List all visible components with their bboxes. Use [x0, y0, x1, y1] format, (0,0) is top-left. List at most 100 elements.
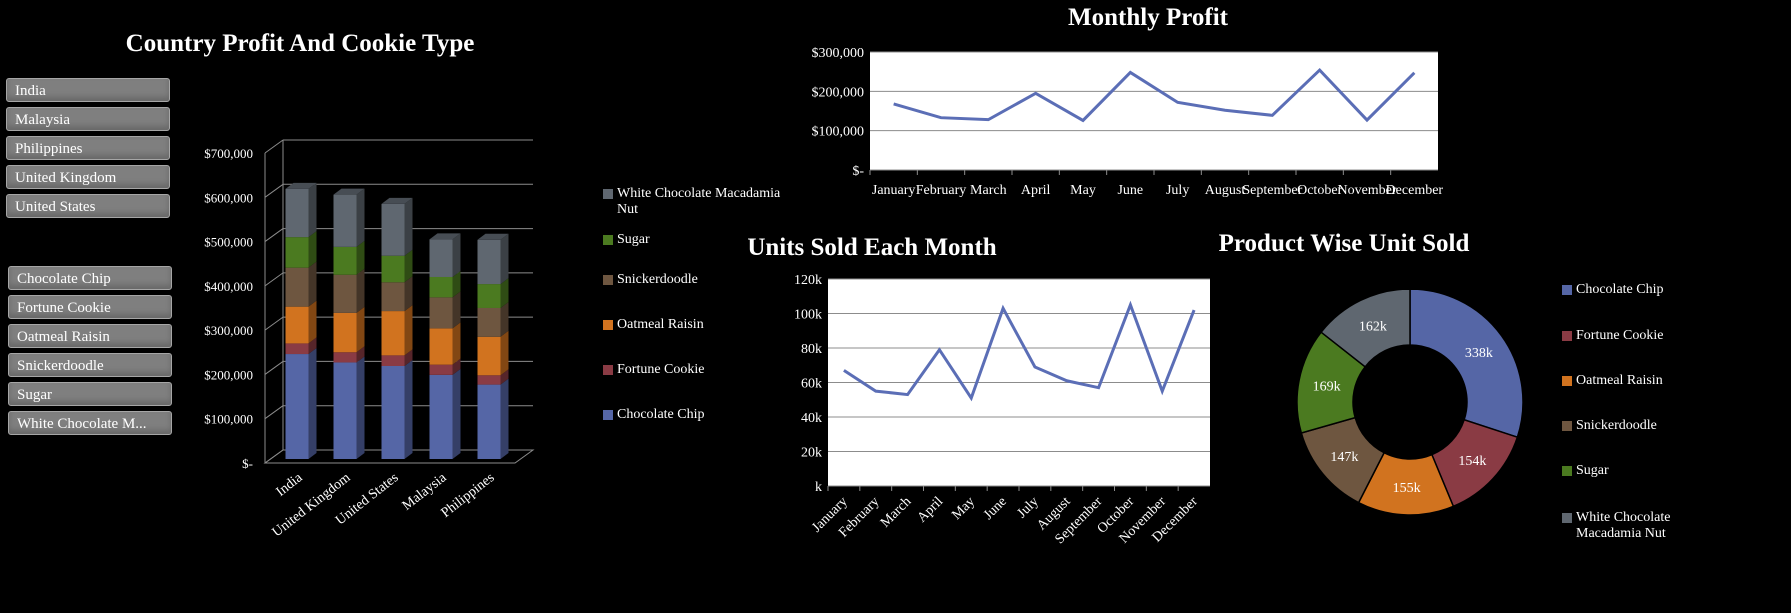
bar-india-white-chocolate-macadamia-nut: [285, 182, 317, 238]
legend-swatch: [1562, 285, 1572, 295]
bar-philippines-fortune-cookie: [477, 369, 509, 385]
legend-swatch: [1562, 513, 1572, 523]
bar-malaysia-oatmeal-raisin: [429, 322, 461, 365]
slicer-country-united-kingdom[interactable]: United Kingdom: [6, 165, 170, 189]
bar-side: [452, 270, 461, 298]
slicer-country-philippines[interactable]: Philippines: [6, 136, 170, 160]
x-tick-label-march: March: [878, 494, 914, 530]
x-tick-label-india: India: [274, 470, 307, 500]
product-units-title: Product Wise Unit Sold: [1218, 230, 1470, 257]
bar-front: [477, 375, 501, 385]
legend-label: Fortune Cookie: [617, 362, 705, 377]
legend-label: Fortune Cookie: [1576, 328, 1664, 343]
bar-front: [477, 384, 501, 459]
x-tick-label-september: September: [1242, 183, 1302, 198]
bar-malaysia-chocolate-chip: [429, 368, 461, 459]
bar-side: [452, 233, 461, 277]
country-profit-title: Country Profit And Cookie Type: [125, 30, 475, 57]
slicer-product-fortune-cookie[interactable]: Fortune Cookie: [8, 295, 172, 319]
legend-swatch: [1562, 421, 1572, 431]
bar-side: [500, 369, 509, 385]
country-profit-chart: $- $100,000 $200,000 $300,000 $400,000 $500,0…: [204, 139, 535, 540]
legend-swatch: [1562, 466, 1572, 476]
bar-side: [500, 301, 509, 337]
y-tick-label: 40k: [801, 411, 822, 426]
data-label-fortune-cookie: 154k: [1458, 454, 1486, 469]
bar-india-snickerdoodle: [285, 261, 317, 307]
bar-front: [477, 284, 501, 308]
country-profit-legend: White Chocolate Macadamia Nut Sugar Snicke…: [603, 186, 803, 436]
legend-swatch: [1562, 376, 1572, 386]
x-tick-label-february: February: [916, 183, 967, 198]
slicer-country-united-states[interactable]: United States: [6, 194, 170, 218]
legend-label: Sugar: [617, 232, 650, 247]
y-tick-label: $300,000: [204, 323, 253, 338]
bar-united-states-snickerdoodle: [381, 276, 413, 312]
y-tick-label: $600,000: [204, 190, 253, 205]
bar-front: [381, 282, 405, 312]
bar-india-chocolate-chip: [285, 348, 317, 459]
bar-side: [404, 349, 413, 366]
bar-front: [285, 237, 309, 268]
slicer-product-chocolate-chip[interactable]: Chocolate Chip: [8, 266, 172, 290]
bar-front: [381, 203, 405, 256]
y-tick-label: 120k: [794, 273, 822, 288]
slicer-product-oatmeal-raisin[interactable]: Oatmeal Raisin: [8, 324, 172, 348]
bar-philippines-oatmeal-raisin: [477, 330, 509, 376]
bar-united-kingdom-fortune-cookie: [333, 346, 365, 363]
bar-side: [356, 306, 365, 353]
y-tick-label: $-: [852, 164, 864, 179]
bar-front: [285, 188, 309, 238]
bar-top-philippines: [477, 233, 509, 240]
y-tick-label: 20k: [801, 446, 822, 461]
bar-side: [356, 188, 365, 247]
y-tick-label: $500,000: [204, 235, 253, 250]
y-tick-label: $400,000: [204, 279, 253, 294]
bar-front: [381, 255, 405, 283]
bar-front: [429, 239, 453, 277]
bar-front: [333, 274, 357, 313]
bar-side: [308, 261, 317, 307]
legend-swatch: [603, 235, 613, 245]
bar-front: [333, 362, 357, 459]
bar-united-kingdom-chocolate-chip: [333, 356, 365, 459]
legend-swatch: [603, 275, 613, 285]
legend-label: Snickerdoodle: [617, 272, 698, 287]
bar-front: [333, 352, 357, 363]
bar-front: [285, 306, 309, 344]
x-tick-label-december: December: [1386, 183, 1444, 198]
bar-india-oatmeal-raisin: [285, 300, 317, 344]
bar-side: [500, 330, 509, 376]
grid-diag: [264, 139, 284, 154]
bar-side: [500, 278, 509, 308]
bar-front: [429, 328, 453, 365]
y-tick-label: 80k: [801, 342, 822, 357]
slicer-product-snickerdoodle[interactable]: Snickerdoodle: [8, 353, 172, 377]
product-units-legend: Chocolate Chip Fortune Cookie Oatmeal Rais…: [1562, 282, 1762, 552]
bar-front: [429, 297, 453, 329]
grid-diag: [264, 405, 284, 420]
bar-front: [477, 307, 501, 337]
bar-front: [381, 311, 405, 356]
units-sold-title: Units Sold Each Month: [747, 234, 997, 261]
bar-side: [308, 231, 317, 268]
bar-philippines-sugar: [477, 278, 509, 308]
bar-united-states-oatmeal-raisin: [381, 305, 413, 356]
slicer-country-malaysia[interactable]: Malaysia: [6, 107, 170, 131]
slicer-product-white-chocolate-m[interactable]: White Chocolate M...: [8, 411, 172, 435]
bar-philippines-snickerdoodle: [477, 301, 509, 337]
data-label-chocolate-chip: 338k: [1465, 346, 1493, 361]
bar-top-united-states: [381, 197, 413, 204]
bar-side: [308, 300, 317, 344]
bar-united-kingdom-snickerdoodle: [333, 268, 365, 313]
product-slicer: Chocolate Chip Fortune Cookie Oatmeal Rais…: [8, 266, 172, 440]
slicer-country-india[interactable]: India: [6, 78, 170, 102]
bar-front: [477, 239, 501, 285]
bar-side: [452, 291, 461, 329]
x-tick-label-june: June: [981, 494, 1010, 523]
units-sold-chart: k20k40k60k80k100k120kJanuaryFebruaryMarc…: [794, 273, 1210, 547]
bar-front: [429, 276, 453, 298]
slicer-product-sugar[interactable]: Sugar: [8, 382, 172, 406]
y-tick-label: $300,000: [812, 46, 865, 61]
x-tick-label-october: October: [1297, 183, 1342, 198]
